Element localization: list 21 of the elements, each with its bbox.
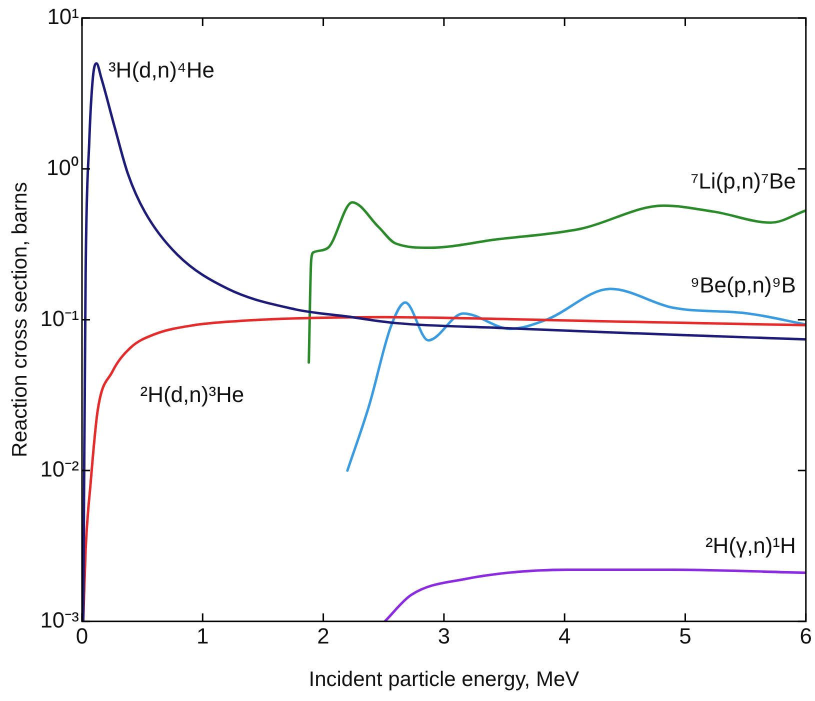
y-tick-label: 10¹ xyxy=(47,4,79,30)
line-series xyxy=(82,62,806,622)
y-axis-title: Reaction cross section, barns xyxy=(8,182,32,458)
series-label: ⁷Li(p,n)⁷Be xyxy=(690,168,796,194)
series-label: ²H(d,n)³He xyxy=(140,382,244,407)
y-tick-label: 10⁻¹ xyxy=(40,306,79,331)
y-tick-label: 10⁻² xyxy=(40,456,79,482)
x-axis-title: Incident particle energy, MeV xyxy=(308,668,580,692)
x-tick-label: 6 xyxy=(800,624,812,649)
x-tick-label: 3 xyxy=(438,624,450,649)
series-label: ³H(d,n)⁴He xyxy=(108,57,215,82)
series-label: ⁹Be(p,n)⁹B xyxy=(690,272,796,298)
x-tick-label: 0 xyxy=(76,624,88,649)
y-tick-label: 10⁰ xyxy=(46,154,79,180)
line-series xyxy=(384,568,806,622)
series-label: ²H(γ,n)¹H xyxy=(705,532,796,558)
x-tick-label: 2 xyxy=(317,624,330,649)
x-tick-label: 1 xyxy=(196,624,209,649)
line-series xyxy=(308,201,806,364)
x-tick-label: 4 xyxy=(558,624,571,649)
x-tick-label: 5 xyxy=(679,624,692,649)
